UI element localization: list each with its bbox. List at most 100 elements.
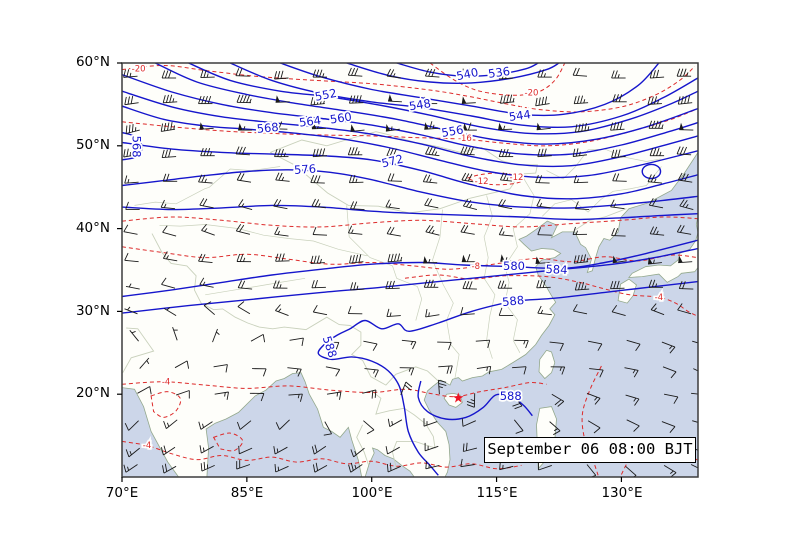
wind-barb	[647, 96, 662, 105]
wind-barb	[386, 148, 401, 158]
wind-barb	[649, 148, 665, 157]
wind-barb	[664, 393, 679, 404]
height-contour-560	[122, 73, 698, 156]
wind-barb	[572, 148, 588, 157]
wind-barb	[499, 172, 515, 182]
wind-barb	[199, 122, 214, 130]
wind-barb	[311, 444, 327, 455]
wind-barb	[124, 306, 138, 315]
contour-label: -12	[510, 173, 524, 183]
wind-barb	[160, 122, 176, 132]
wind-barb	[325, 366, 341, 377]
wind-barb	[172, 326, 178, 341]
wind-barb	[289, 337, 304, 346]
wind-barb	[236, 420, 252, 430]
wind-barb	[198, 421, 213, 430]
wind-barb	[125, 447, 140, 458]
wind-barb	[272, 280, 288, 289]
wind-barb	[287, 367, 302, 377]
wind-barb	[551, 393, 565, 407]
wind-barb	[423, 256, 438, 264]
wind-barb	[160, 199, 176, 210]
wind-barb	[198, 174, 213, 184]
contour-label: 556	[440, 122, 464, 140]
x-tick-label-130e: 130°E	[601, 485, 643, 501]
wind-barb	[175, 390, 190, 399]
wind-barb	[611, 228, 626, 237]
contour-label: -12	[475, 177, 489, 187]
wind-barb	[386, 226, 401, 237]
wind-barb	[198, 95, 213, 105]
y-tick-label-40n: 40°N	[75, 220, 110, 236]
x-tick-label-85e: 85°E	[230, 485, 264, 501]
contour-label: 576	[294, 162, 317, 177]
y-tick-label-30n: 30°N	[75, 303, 110, 319]
wind-barb	[348, 462, 363, 473]
wind-barb	[574, 201, 590, 211]
wind-barb	[612, 173, 627, 182]
wind-barb	[661, 341, 676, 354]
wind-barb	[348, 95, 364, 104]
wind-barb	[123, 69, 138, 78]
height-contour-540	[346, 63, 560, 84]
contour-label: 564	[298, 113, 321, 130]
wind-barb	[550, 366, 566, 375]
province-border-4	[542, 166, 662, 217]
wind-barb	[661, 421, 676, 433]
typhoon-star-marker: ★	[452, 390, 465, 406]
wind-barb	[312, 462, 328, 473]
contour-label: -20	[132, 64, 146, 74]
wind-barb	[275, 95, 290, 103]
contour-label: 568	[256, 120, 279, 136]
wind-barb	[311, 279, 326, 289]
wind-barb	[162, 463, 177, 474]
height-contour-572	[122, 141, 698, 200]
wind-barb	[312, 69, 327, 78]
wind-barb	[461, 172, 476, 183]
wind-barb	[237, 280, 253, 290]
contour-label: 584	[545, 262, 568, 277]
wind-barb	[500, 254, 515, 262]
height-contour-548	[229, 63, 698, 129]
wind-barb	[123, 224, 138, 235]
wind-barb	[198, 253, 213, 264]
x-tick-label-70e: 70°E	[105, 485, 139, 501]
wind-barb	[460, 306, 475, 316]
wind-barb	[462, 122, 477, 131]
wind-barb	[649, 69, 665, 79]
wind-barb	[385, 280, 400, 290]
wind-barb	[350, 201, 365, 211]
wind-barb	[572, 67, 588, 77]
wind-barb	[162, 225, 177, 237]
wind-barb	[350, 282, 365, 291]
wind-barb	[460, 146, 475, 156]
wind-barb	[274, 226, 289, 237]
contour-label: -4	[143, 441, 151, 451]
wind-barb	[460, 68, 475, 77]
wind-barb	[124, 420, 139, 431]
province-border-7	[134, 166, 281, 206]
temp-contour--4	[122, 440, 522, 470]
wind-barb	[323, 421, 332, 436]
wind-barb	[647, 174, 662, 184]
wind-barb	[387, 173, 402, 182]
wind-barb	[423, 279, 439, 288]
contour-label: 536	[487, 64, 511, 81]
wind-barb	[273, 121, 288, 130]
wind-barb	[236, 172, 252, 183]
wind-barb	[679, 122, 694, 131]
wind-barb	[363, 340, 378, 351]
axis-ticks	[117, 62, 623, 482]
wind-barb	[386, 308, 401, 318]
wind-barb	[350, 124, 365, 132]
wind-barb	[203, 301, 215, 316]
wind-barb	[310, 175, 325, 184]
wind-barb	[536, 279, 551, 289]
timestamp-box: September 06 08:00 BJT	[484, 437, 696, 463]
wind-barb	[499, 461, 514, 471]
wind-barb	[238, 445, 253, 455]
wind-barb	[498, 122, 513, 131]
wind-barb	[498, 198, 513, 210]
wind-barb	[129, 330, 139, 342]
wind-barb	[461, 418, 476, 427]
